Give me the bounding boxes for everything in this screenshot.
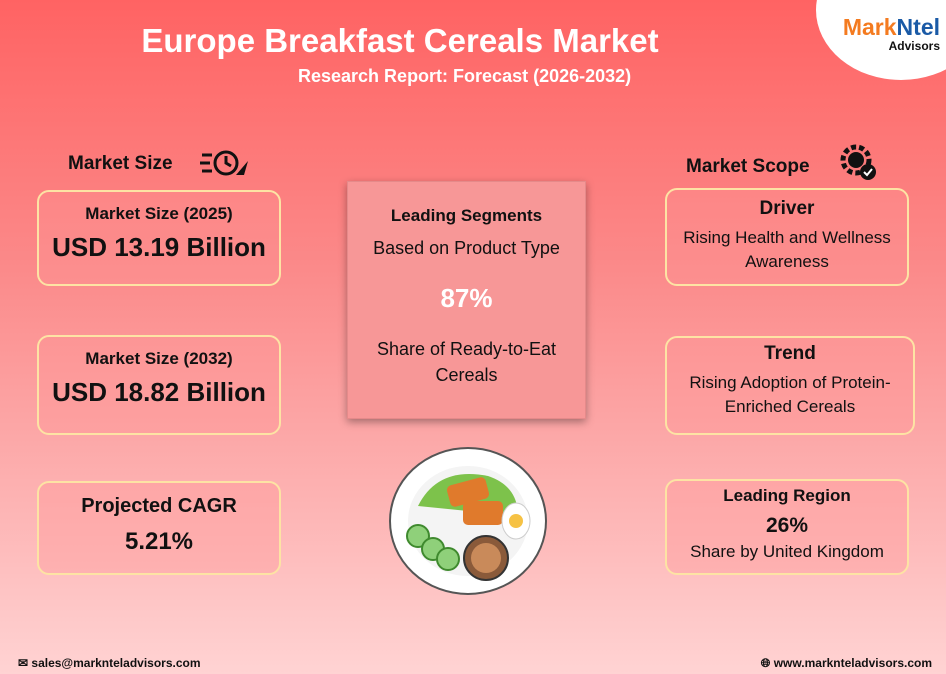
page-title: Europe Breakfast Cereals Market (141, 22, 659, 59)
segments-desc: Share of Ready-to-Eat Cereals (376, 339, 557, 385)
trend-card: Trend Rising Adoption of Protein-Enriche… (665, 336, 915, 435)
driver-card: Driver Rising Health and Wellness Awaren… (665, 188, 909, 286)
cereal-plate-illustration (389, 447, 547, 595)
leading-region-card: Leading Region 26% Share by United Kingd… (665, 479, 909, 575)
card-value: USD 18.82 Billion (52, 377, 266, 407)
segments-value: 87% (440, 283, 493, 313)
email-text[interactable]: sales@marknteladvisors.com (31, 656, 201, 670)
website-footer[interactable]: 🌐︎ www.marknteladvisors.com (761, 656, 932, 671)
market-size-2032-card: Market Size (2032) USD 18.82 Billion (37, 335, 281, 435)
card-label: Market Size (2025) (85, 204, 233, 223)
logo-brand-b: Ntel (896, 14, 940, 40)
logo-brand-a: Mark (842, 14, 897, 40)
driver-text: Rising Health and Wellness Awareness (683, 228, 891, 271)
mail-icon: ✉ (18, 656, 32, 670)
market-size-2025-card: Market Size (2025) USD 13.19 Billion (37, 190, 281, 286)
segments-basis: Based on Product Type (373, 238, 560, 258)
region-label: Leading Region (723, 486, 851, 505)
cagr-card: Projected CAGR 5.21% (37, 481, 281, 575)
region-value: 26% (765, 514, 809, 537)
region-text: Share by United Kingdom (690, 542, 884, 561)
card-value: 5.21% (124, 528, 194, 555)
marknteladvisors-logo: MarkNtel Advisors (843, 14, 940, 53)
market-size-heading: Market Size (68, 153, 173, 174)
market-scope-heading: Market Scope (686, 156, 810, 177)
trend-text: Rising Adoption of Protein-Enriched Cere… (689, 373, 891, 416)
card-label: Projected CAGR (81, 495, 237, 517)
trend-label: Trend (764, 343, 816, 364)
gear-check-icon (840, 144, 876, 180)
card-label: Market Size (2032) (85, 349, 233, 368)
segments-heading: Leading Segments (390, 206, 543, 225)
website-text[interactable]: www.marknteladvisors.com (773, 656, 932, 670)
page-subtitle: Research Report: Forecast (2026-2032) (298, 66, 632, 86)
leading-segments-card: Leading Segments Based on Product Type 8… (347, 181, 586, 419)
logo-sub: Advisors (888, 39, 940, 53)
email-footer[interactable]: ✉ sales@marknteladvisors.com (18, 656, 201, 670)
globe-icon: 🌐︎ (760, 656, 774, 670)
driver-label: Driver (759, 198, 815, 219)
speed-rocket-icon (200, 150, 248, 176)
card-value: USD 13.19 Billion (52, 232, 266, 262)
